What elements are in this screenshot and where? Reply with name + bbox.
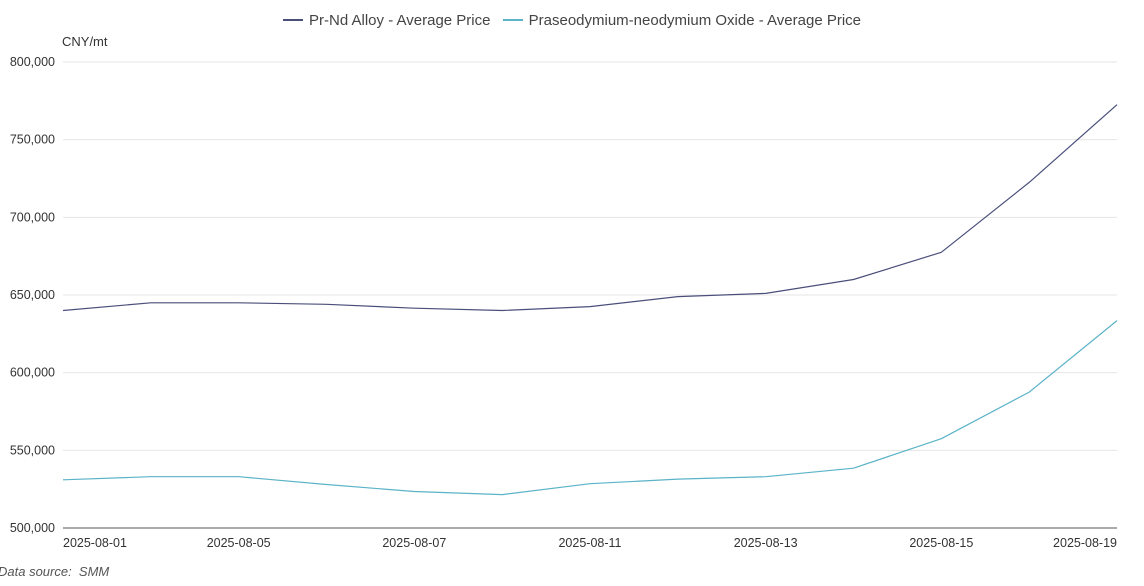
tick-labels: 500,000 550,000 600,000 650,000 700,000 750,0… xyxy=(10,55,1117,550)
y-tick-label: 500,000 xyxy=(10,521,55,535)
series-lines xyxy=(62,104,1118,496)
legend-label-alloy: Pr-Nd Alloy - Average Price xyxy=(309,11,491,29)
legend-item-oxide[interactable]: Praseodymium-neodymium Oxide - Average P… xyxy=(502,11,861,29)
y-tick-label: 700,000 xyxy=(10,210,55,224)
series-line-alloy xyxy=(62,104,1118,312)
legend-item-alloy[interactable]: Pr-Nd Alloy - Average Price xyxy=(283,12,490,29)
x-tick-label: 2025-08-05 xyxy=(207,536,271,550)
x-tick-label: 2025-08-11 xyxy=(558,536,621,550)
chart-legend: Pr-Nd Alloy - Average Price Praseodymium… xyxy=(0,8,1144,29)
y-tick-label: 650,000 xyxy=(10,288,55,302)
x-tick-label: 2025-08-15 xyxy=(909,536,973,550)
legend-swatch-oxide xyxy=(502,19,523,21)
y-tick-label: 600,000 xyxy=(10,366,55,380)
x-tick-label: 2025-08-19 xyxy=(1053,536,1117,550)
legend-label-oxide: Praseodymium-neodymium Oxide - Average P… xyxy=(528,11,861,29)
x-tick-label: 2025-08-13 xyxy=(734,536,798,550)
legend-swatch-alloy xyxy=(283,19,303,21)
y-tick-label: 550,000 xyxy=(10,443,55,457)
x-tick-label: 2025-08-01 xyxy=(63,536,127,550)
gridlines xyxy=(63,61,1117,451)
x-tick-label: 2025-08-07 xyxy=(382,536,446,550)
series-line-oxide xyxy=(62,320,1118,496)
y-axis-unit-label: CNY/mt xyxy=(62,34,108,49)
data-source-note: Data source: SMM xyxy=(0,564,110,579)
y-tick-label: 750,000 xyxy=(10,133,55,147)
y-tick-label: 800,000 xyxy=(10,55,55,69)
